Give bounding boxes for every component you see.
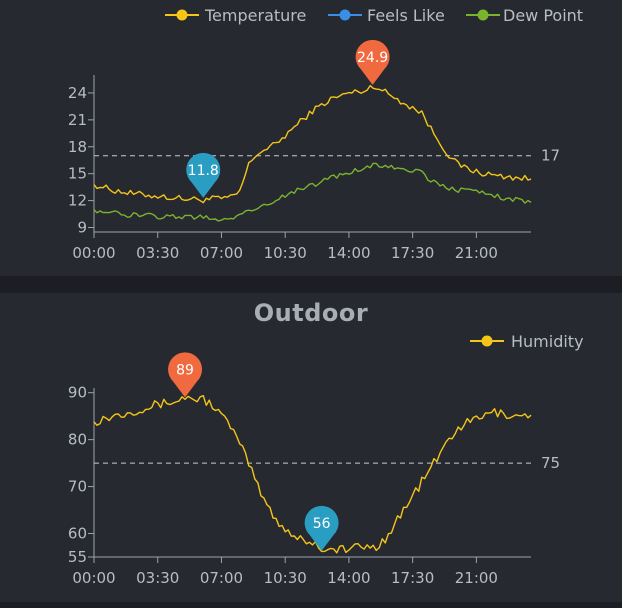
x-tick-label: 14:00 (327, 569, 370, 587)
legend-label: Humidity (511, 332, 584, 351)
legend-label: Feels Like (367, 6, 445, 25)
legend-item-humidity[interactable]: Humidity (470, 332, 584, 351)
x-tick-label: 21:00 (455, 244, 498, 262)
x-tick-label: 14:00 (327, 244, 370, 262)
reference-line-label: 17 (541, 147, 560, 165)
x-tick-label: 21:00 (455, 569, 498, 587)
x-tick-label: 07:00 (200, 569, 243, 587)
legend-item-dew-point[interactable]: Dew Point (466, 6, 583, 25)
y-tick-label: 80 (68, 431, 87, 449)
x-tick-label: 03:30 (136, 244, 179, 262)
legend-label: Temperature (204, 6, 306, 25)
legend-item-temperature[interactable]: Temperature (165, 6, 306, 25)
y-tick-label: 15 (68, 165, 87, 183)
legend-item-feels-like[interactable]: Feels Like (328, 6, 445, 25)
humidity-chart: Humidity 55 60 70 80 90 00:00 03:30 07:00 10:30 14… (68, 332, 584, 587)
y-tick-label: 18 (68, 138, 87, 156)
chart-title-outdoor: Outdoor (253, 299, 369, 327)
y-tick-label: 60 (68, 525, 87, 543)
value-marker-label: 24.9 (357, 50, 388, 66)
y-tick-label: 55 (68, 548, 87, 566)
series-line-temperature (93, 84, 532, 204)
temperature-chart: Temperature Feels Like Dew Point 9 12 15 18 21 2… (68, 6, 583, 262)
value-marker-pin[interactable]: 11.8 (186, 152, 221, 198)
value-marker-pin[interactable]: 56 (304, 505, 339, 551)
y-tick-label: 24 (68, 84, 87, 102)
y-tick-label: 70 (68, 478, 87, 496)
series-line-humidity (93, 394, 532, 554)
y-tick-label: 90 (68, 384, 87, 402)
x-tick-label: 00:00 (72, 569, 115, 587)
legend-label: Dew Point (503, 6, 583, 25)
y-tick-label: 21 (68, 111, 87, 129)
value-marker-pin[interactable]: 24.9 (355, 39, 390, 85)
x-tick-label: 00:00 (72, 244, 115, 262)
x-tick-label: 07:00 (200, 244, 243, 262)
value-marker-label: 56 (313, 516, 331, 532)
x-tick-label: 10:30 (264, 569, 307, 587)
reference-line-label: 75 (541, 454, 560, 472)
x-tick-label: 17:30 (391, 569, 434, 587)
y-tick-label: 9 (77, 219, 87, 237)
value-marker-label: 89 (176, 362, 194, 378)
x-tick-label: 17:30 (391, 244, 434, 262)
y-tick-label: 12 (68, 192, 87, 210)
x-tick-label: 03:30 (136, 569, 179, 587)
humidity-chart-panel: Outdoor Humidity 55 60 70 80 90 00:00 03:30 07:0… (0, 293, 622, 602)
temperature-chart-panel: Temperature Feels Like Dew Point 9 12 15 18 21 2… (0, 0, 622, 276)
value-marker-label: 11.8 (188, 163, 219, 179)
x-tick-label: 10:30 (264, 244, 307, 262)
series-line-dew-point (93, 162, 532, 222)
value-marker-pin[interactable]: 89 (168, 352, 203, 398)
